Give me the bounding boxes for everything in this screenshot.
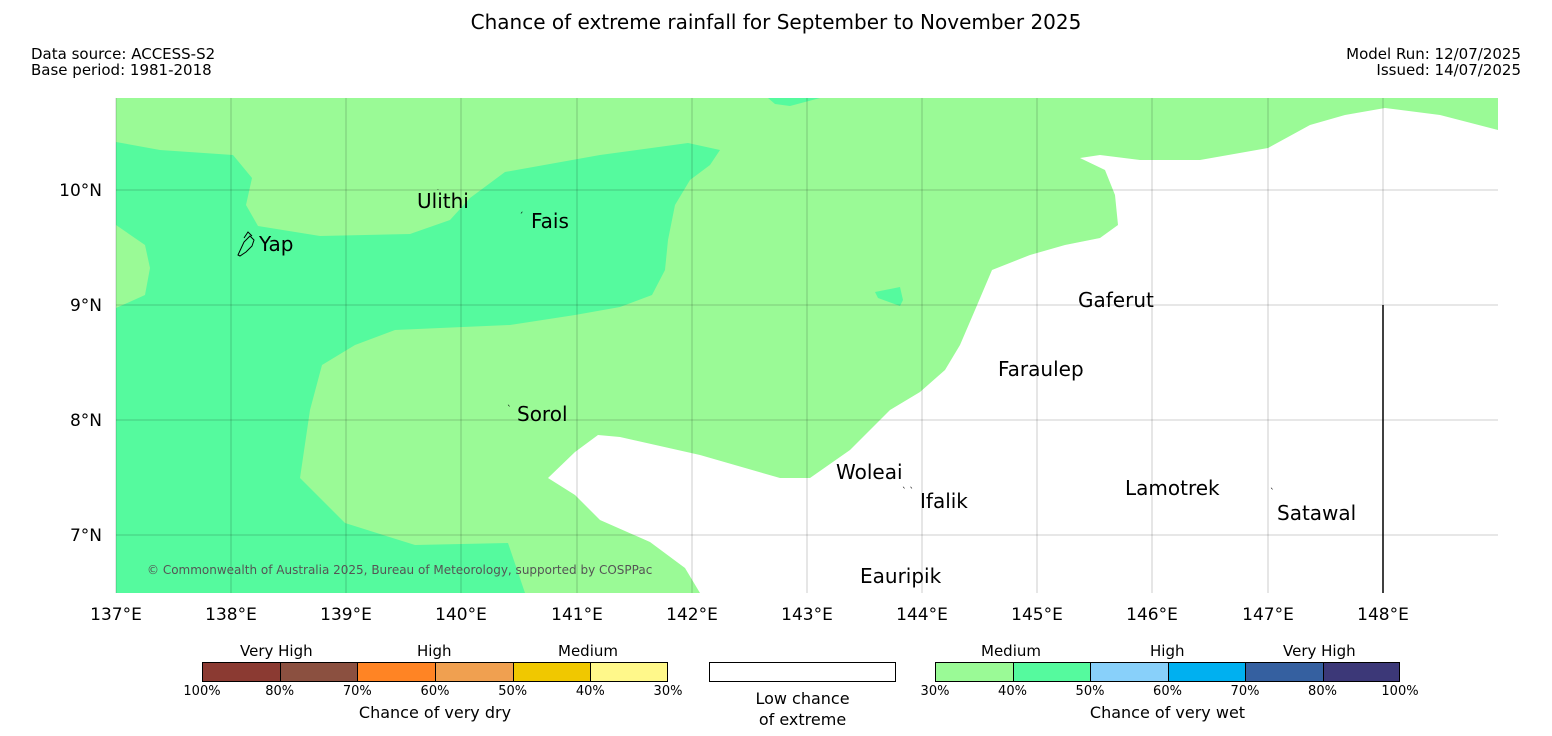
wet-legend-title: Chance of very wet	[1089, 703, 1246, 722]
copyright-notice: © Commonwealth of Australia 2025, Bureau…	[147, 563, 652, 577]
dry-legend-swatch	[512, 662, 591, 682]
high-chance-wet-patch	[875, 287, 903, 306]
wet-legend-swatch	[1012, 662, 1090, 682]
longitude-label: 143°E	[781, 605, 833, 625]
longitude-label: 139°E	[320, 605, 372, 625]
longitude-label: 141°E	[551, 605, 603, 625]
low-chance-swatch	[709, 662, 896, 682]
longitude-label: 140°E	[435, 605, 487, 625]
wet-legend-swatch	[1245, 662, 1323, 682]
dry-legend-swatch	[590, 662, 668, 682]
place-label-ulithi: Ulithi	[417, 189, 469, 213]
longitude-label: 142°E	[666, 605, 718, 625]
wet-legend-swatch	[935, 662, 1013, 682]
low-chance-title-line2: of extreme	[758, 710, 847, 729]
dry-category-high: High	[417, 642, 452, 660]
wet-legend-tick-label: 100%	[1381, 684, 1419, 699]
place-label-woleai: Woleai	[836, 460, 903, 484]
dry-legend-swatch	[202, 662, 280, 682]
wet-legend-tick-label: 70%	[1230, 684, 1260, 699]
latitude-label: 9°N	[70, 296, 102, 316]
place-label-satawal: Satawal	[1277, 501, 1356, 525]
place-label-eauripik: Eauripik	[860, 564, 942, 588]
low-chance-title-line1: Low chance	[755, 689, 850, 708]
dry-category-medium: Medium	[558, 642, 618, 660]
wet-legend-tick-label: 30%	[920, 684, 950, 699]
place-label-ifalik: Ifalik	[920, 489, 968, 513]
dry-legend-title: Chance of very dry	[358, 703, 512, 722]
ulithi-atoll-mark: .	[437, 185, 439, 192]
dry-category-very-high: Very High	[240, 642, 313, 660]
place-label-lamotrek: Lamotrek	[1125, 476, 1220, 500]
sorol-atoll-mark: `	[507, 404, 512, 415]
data-source-label: Data source: ACCESS-S2	[31, 45, 216, 63]
longitude-label: 144°E	[896, 605, 948, 625]
latitude-label: 7°N	[70, 526, 102, 546]
wet-category-very-high: Very High	[1283, 642, 1356, 660]
dry-legend-tick-label: 100%	[183, 684, 221, 699]
longitude-label: 148°E	[1357, 605, 1409, 625]
yap-island-outline	[237, 231, 255, 257]
longitude-label: 137°E	[90, 605, 142, 625]
dry-legend-swatch	[357, 662, 435, 682]
place-label-faraulep: Faraulep	[998, 357, 1084, 381]
latitude-label: 10°N	[59, 181, 102, 201]
place-label-yap: Yap	[258, 232, 293, 256]
dry-legend-tick-label: 40%	[575, 684, 605, 699]
wet-category-high: High	[1150, 642, 1185, 660]
ifalik-atoll-mark: ` `	[902, 486, 914, 497]
place-label-fais: Fais	[531, 209, 569, 233]
dry-legend-swatch	[279, 662, 358, 682]
place-label-gaferut: Gaferut	[1078, 288, 1154, 312]
dry-legend-tick-label: 80%	[265, 684, 295, 699]
dry-legend-swatch	[435, 662, 513, 682]
longitude-label: 138°E	[205, 605, 257, 625]
model-run-label: Model Run: 12/07/2025	[1346, 45, 1521, 63]
dry-legend-tick-label: 70%	[342, 684, 372, 699]
high-chance-wet-patch	[768, 98, 820, 106]
wet-legend-tick-label: 50%	[1075, 684, 1105, 699]
base-period-label: Base period: 1981-2018	[31, 61, 212, 79]
issued-label: Issued: 14/07/2025	[1376, 61, 1521, 79]
longitude-label: 145°E	[1011, 605, 1063, 625]
wet-legend-swatch	[1167, 662, 1245, 682]
wet-legend-tick-label: 40%	[998, 684, 1027, 699]
satawal-island-mark: `	[1270, 487, 1275, 498]
dry-legend-tick-label: 30%	[653, 684, 683, 699]
wet-legend-tick-label: 80%	[1308, 684, 1337, 699]
dry-legend-tick-label: 60%	[420, 684, 450, 699]
latitude-label: 8°N	[70, 411, 102, 431]
place-label-sorol: Sorol	[517, 402, 568, 426]
fais-island-mark: ´	[519, 211, 524, 222]
chart-title: Chance of extreme rainfall for September…	[470, 10, 1082, 34]
dry-legend-tick-label: 50%	[498, 684, 528, 699]
high-chance-wet-region	[116, 142, 720, 593]
longitude-label: 147°E	[1242, 605, 1294, 625]
wet-category-medium: Medium	[981, 642, 1041, 660]
wet-legend-swatch	[1322, 662, 1400, 682]
wet-legend-swatch	[1090, 662, 1168, 682]
wet-legend-tick-label: 60%	[1153, 684, 1182, 699]
longitude-label: 146°E	[1126, 605, 1178, 625]
